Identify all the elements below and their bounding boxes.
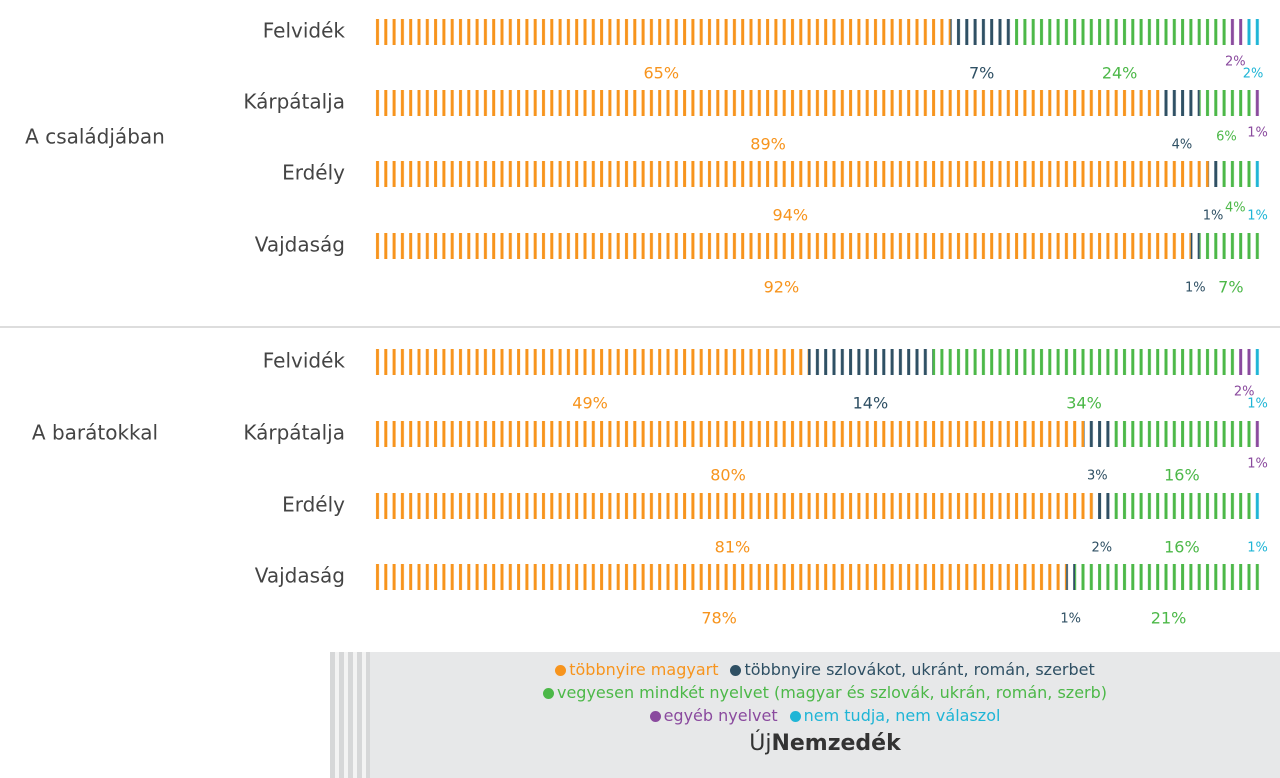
category-label: Felvidék: [263, 19, 346, 43]
value-label: 1%: [1247, 209, 1268, 224]
value-label: 78%: [701, 609, 737, 628]
value-label: 49%: [572, 394, 608, 413]
bar-segment: [1253, 493, 1262, 519]
value-label: 1%: [1185, 281, 1206, 296]
bar-segment: [1066, 564, 1076, 590]
value-label: 7%: [969, 64, 994, 83]
bar-segment: [372, 349, 809, 375]
bar-segment: [372, 564, 1067, 590]
legend-item: többnyire szlovákot, ukránt, román, szer…: [730, 660, 1095, 679]
value-label: 81%: [715, 538, 751, 557]
value-label: 16%: [1164, 466, 1200, 485]
bar-segment: [1226, 19, 1245, 45]
bar-segment: [1190, 233, 1200, 259]
value-label: 89%: [750, 135, 786, 154]
bar-segment: [1075, 564, 1262, 590]
value-label: 2%: [1234, 385, 1255, 400]
category-label: Felvidék: [263, 349, 346, 373]
category-label: Kárpátalja: [243, 90, 345, 114]
value-label: 16%: [1164, 538, 1200, 557]
value-label: 34%: [1066, 394, 1102, 413]
bar-segment: [1199, 233, 1262, 259]
bar-segment: [1244, 19, 1262, 45]
legend-marker: [555, 665, 567, 676]
bar-segment: [1253, 161, 1262, 187]
value-label: 1%: [1247, 397, 1268, 412]
value-label: 1%: [1203, 209, 1224, 224]
value-label: 14%: [853, 394, 889, 413]
bar-segment: [372, 19, 951, 45]
legend: többnyire magyart többnyire szlovákot, uk…: [370, 652, 1280, 778]
value-label: 1%: [1247, 541, 1268, 556]
bar-segment: [950, 19, 1013, 45]
legend-row: vegyesen mindkét nyelvet (magyar és szlo…: [370, 681, 1280, 704]
bar-segment: [1164, 90, 1200, 116]
legend-marker: [789, 711, 801, 722]
bar-segment: [1084, 421, 1111, 447]
value-label: 4%: [1172, 138, 1193, 153]
legend-text: többnyire szlovákot, ukránt, román, szer…: [744, 660, 1095, 679]
value-label: 1%: [1247, 126, 1268, 141]
category-label: Erdély: [282, 161, 345, 185]
bar-segment: [1092, 493, 1111, 519]
legend-text: nem tudja, nem válaszol: [803, 706, 1001, 725]
bar-segment: [1253, 349, 1262, 375]
value-label: 2%: [1091, 541, 1112, 556]
bar-segment: [1110, 421, 1254, 447]
bar-segment: [1235, 349, 1254, 375]
legend-row: egyéb nyelvet nem tudja, nem válaszol: [370, 704, 1280, 727]
value-label: 21%: [1151, 609, 1187, 628]
bar-segment: [372, 493, 1093, 519]
bar-segment: [1217, 161, 1254, 187]
value-label: 4%: [1225, 201, 1246, 216]
value-label: 2%: [1243, 67, 1264, 82]
value-label: 65%: [643, 64, 679, 83]
group-label: A barátokkal: [32, 421, 158, 445]
legend-item: többnyire magyart: [555, 660, 718, 679]
legend-item: vegyesen mindkét nyelvet (magyar és szlo…: [542, 683, 1108, 702]
bar-segment: [372, 421, 1084, 447]
value-label: 1%: [1060, 612, 1081, 627]
legend-text: egyéb nyelvet: [663, 706, 778, 725]
value-label: 94%: [773, 206, 809, 225]
legend-row: többnyire magyart többnyire szlovákot, uk…: [370, 658, 1280, 681]
bar-segment: [1110, 493, 1254, 519]
value-label: 80%: [710, 466, 746, 485]
value-label: 7%: [1218, 278, 1243, 297]
bar-segment: [1253, 90, 1262, 116]
value-label: 6%: [1216, 130, 1237, 145]
legend-item: nem tudja, nem válaszol: [789, 706, 1001, 725]
category-label: Erdély: [282, 493, 345, 517]
value-label: 2%: [1225, 55, 1246, 70]
bar-segment: [1012, 19, 1227, 45]
logo-prefix: Új: [749, 731, 772, 756]
legend-decoration: [330, 652, 370, 778]
legend-marker: [730, 665, 742, 676]
value-label: 1%: [1247, 457, 1268, 472]
legend-text: vegyesen mindkét nyelvet (magyar és szlo…: [556, 683, 1108, 702]
bar-segment: [1208, 161, 1218, 187]
legend-marker: [542, 688, 554, 699]
value-label: 3%: [1087, 469, 1108, 484]
legend-marker: [649, 711, 661, 722]
logo: ÚjNemzedék: [370, 731, 1280, 756]
bar-segment: [808, 349, 933, 375]
bar-segment: [372, 233, 1191, 259]
bar-segment: [1199, 90, 1254, 116]
category-label: Vajdaság: [255, 233, 345, 257]
legend-item: egyéb nyelvet: [649, 706, 778, 725]
bar-segment: [1253, 421, 1262, 447]
bar-segment: [372, 90, 1165, 116]
bar-segment: [372, 161, 1209, 187]
value-label: 92%: [764, 278, 800, 297]
group-label: A családjában: [25, 125, 165, 149]
category-label: Kárpátalja: [243, 421, 345, 445]
value-label: 24%: [1102, 64, 1138, 83]
category-label: Vajdaság: [255, 564, 345, 588]
legend-text: többnyire magyart: [569, 660, 719, 679]
bar-segment: [932, 349, 1236, 375]
logo-name: Nemzedék: [771, 731, 901, 756]
